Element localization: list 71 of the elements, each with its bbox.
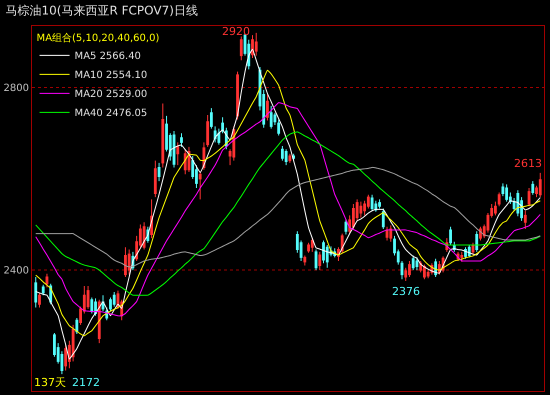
candlestick xyxy=(479,226,482,241)
candlestick xyxy=(128,249,131,276)
legend-label: MA40 2476.05 xyxy=(74,108,148,120)
candlestick xyxy=(124,246,127,278)
y-tick-label: 2800 xyxy=(4,83,29,94)
candlestick xyxy=(284,148,288,166)
candlestick xyxy=(505,184,508,202)
candlestick xyxy=(472,242,474,255)
legend-label: MA10 2554.10 xyxy=(74,70,148,82)
candlestick xyxy=(524,210,527,230)
candlestick xyxy=(538,172,542,198)
candlestick xyxy=(378,198,381,209)
annotation: 2172 xyxy=(72,376,100,389)
candlestick xyxy=(180,132,183,148)
candlestick xyxy=(318,251,322,271)
chart-title: 马棕油10(马来西亚R FCPOV7)日线 xyxy=(6,3,198,18)
candlestick xyxy=(266,94,269,121)
candlestick xyxy=(389,224,392,242)
candlestick xyxy=(531,180,534,196)
candlestick xyxy=(422,264,426,280)
candlestick xyxy=(352,203,355,230)
candlestick xyxy=(176,142,180,166)
candlestick xyxy=(528,187,530,207)
candlestick xyxy=(112,291,116,308)
candlestick xyxy=(75,318,78,334)
candlestick xyxy=(288,153,292,164)
candlestick xyxy=(412,254,415,271)
candlestick xyxy=(254,32,258,56)
candlestick xyxy=(86,286,90,310)
candlestick xyxy=(359,201,362,218)
candlestick xyxy=(307,242,310,254)
candlestick xyxy=(322,240,325,264)
candlestick xyxy=(270,105,273,130)
candlestick xyxy=(251,34,254,58)
candlestick xyxy=(161,103,164,168)
candlestick xyxy=(449,226,452,246)
candlestick xyxy=(172,130,176,168)
candlestick xyxy=(416,256,418,271)
annotation: 2920 xyxy=(222,25,250,38)
candlestick xyxy=(464,246,467,260)
line-series xyxy=(35,131,541,296)
candlestick xyxy=(46,273,48,288)
candlestick xyxy=(408,260,411,278)
candlestick xyxy=(34,276,38,308)
candlestick xyxy=(344,218,348,236)
candlestick xyxy=(154,160,157,198)
candlestick xyxy=(38,292,41,308)
candlestick xyxy=(158,162,160,182)
candlestick xyxy=(280,145,284,162)
candlestick xyxy=(314,249,318,271)
candlestick xyxy=(303,254,306,266)
candlestick xyxy=(240,36,243,61)
line-series xyxy=(35,166,541,268)
candlestick xyxy=(198,172,202,200)
candlestick xyxy=(42,284,45,296)
line-series xyxy=(35,102,541,316)
legend-label: MA5 2566.40 xyxy=(74,51,141,62)
candlestick xyxy=(460,251,464,262)
y-tick-label: 2400 xyxy=(4,266,29,277)
annotation: 2376 xyxy=(392,285,420,298)
annotation: 137天 xyxy=(34,376,66,389)
candlestick xyxy=(236,71,239,120)
candlestick xyxy=(370,194,374,212)
candlestick xyxy=(142,222,146,250)
candlestick xyxy=(326,244,329,268)
legend-label: MA20 2529.00 xyxy=(74,89,148,100)
legend-title: MA组合(5,10,20,40,60,0) xyxy=(36,32,160,44)
candlestick xyxy=(386,226,388,241)
candlestick xyxy=(64,344,68,371)
annotation: 2613 xyxy=(514,157,542,170)
candlestick xyxy=(516,190,520,217)
